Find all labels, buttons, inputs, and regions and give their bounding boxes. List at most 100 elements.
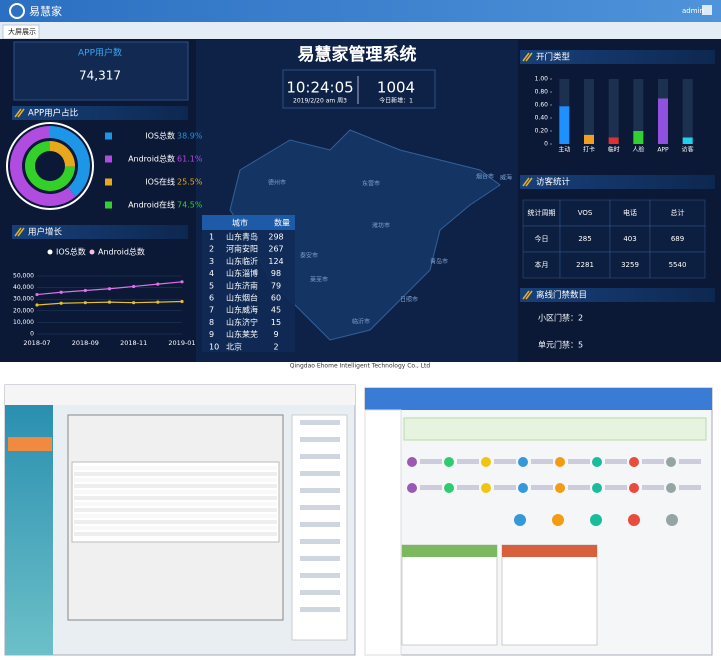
- table-cell: 6: [209, 294, 214, 303]
- notice: [403, 417, 707, 441]
- table-cell: 山东威海: [226, 305, 258, 315]
- sidebar-active: [8, 437, 52, 451]
- table-cell: 本月: [535, 260, 549, 269]
- center-title: 易慧家管理系统: [298, 44, 417, 65]
- donut-segment: [9, 126, 76, 206]
- value-label: 38.9%: [177, 132, 203, 141]
- table-cell: 2: [209, 245, 214, 254]
- logout-icon[interactable]: [702, 5, 712, 15]
- y-tick-label: 30,000: [13, 296, 34, 303]
- footer: Qingdao Ehome Intelligent Technology Co.…: [290, 363, 431, 370]
- x-tick-label: 打卡: [583, 146, 595, 154]
- tree-item: [300, 607, 340, 612]
- stat-icon: [481, 483, 491, 493]
- map-label: 临沂市: [352, 318, 370, 326]
- panel-header: [520, 50, 715, 64]
- map-label: 威海: [500, 174, 512, 182]
- header-icon: [14, 108, 25, 118]
- stat-text: [568, 485, 590, 490]
- map-label: 莱芜市: [310, 276, 328, 284]
- panel-title: 开门类型: [536, 52, 571, 63]
- offline-item: 单元门禁：5: [538, 340, 583, 350]
- city-table-head: [202, 215, 295, 230]
- logo: [9, 3, 25, 19]
- stat-icon: [629, 457, 639, 467]
- clock-box: [282, 69, 436, 109]
- legend-label: Android总数: [98, 247, 145, 257]
- card-green: [401, 544, 498, 646]
- point: [132, 301, 136, 305]
- table-cell: 79: [271, 281, 281, 290]
- table-header: 电话: [623, 208, 637, 217]
- legend-label: IOS总数: [56, 247, 86, 257]
- tree-item: [300, 488, 340, 493]
- x-tick-label: 2018-11: [120, 339, 147, 347]
- bar: [559, 106, 570, 144]
- legend-label: Android在线: [128, 200, 175, 210]
- map-label: 日照市: [400, 296, 418, 304]
- tab-label[interactable]: 大屏展示: [8, 27, 36, 36]
- x-tick-label: 临时: [608, 146, 620, 154]
- today-count: 1004: [377, 79, 415, 97]
- grid-row: [74, 466, 277, 470]
- grid-row: [74, 490, 277, 494]
- table-cell: 8: [209, 318, 214, 327]
- tree-item: [300, 590, 340, 595]
- tree-panel: [291, 414, 348, 641]
- tree-item: [300, 539, 340, 544]
- point: [132, 284, 136, 289]
- value-label: 25.5%: [177, 178, 203, 187]
- stat-text: [420, 459, 442, 464]
- bar: [608, 137, 619, 144]
- y-tick-label: 40,000: [13, 284, 34, 291]
- map-label: 泰安市: [300, 252, 318, 260]
- donut-segment: [50, 126, 90, 197]
- stat-text: [457, 485, 479, 490]
- stat-text: [605, 459, 627, 464]
- grid-row: [74, 484, 277, 488]
- visitor-cell: [522, 199, 561, 227]
- table-cell: 267: [268, 245, 283, 254]
- y-tick-label: 0.20: [535, 128, 549, 135]
- map-label: 东营市: [362, 180, 380, 188]
- header-icon: [14, 227, 25, 237]
- stat-text: [531, 485, 553, 490]
- table-cell: 山东济南: [226, 280, 258, 290]
- stat-icon: [407, 457, 417, 467]
- value-label: 74.5%: [177, 201, 203, 210]
- stat-icon: [629, 483, 639, 493]
- point: [107, 287, 112, 291]
- table-header: 数量: [274, 218, 290, 228]
- today-label: 今日新增：1: [379, 97, 413, 105]
- legend-swatch: [105, 155, 112, 163]
- y-tick-label: 0: [544, 141, 548, 148]
- tree-item: [300, 573, 340, 578]
- tree-item: [300, 454, 340, 459]
- grid-row: [74, 502, 277, 506]
- stat-icon: [481, 457, 491, 467]
- stat-icon: [666, 483, 676, 493]
- visitor-cell: [559, 251, 611, 279]
- stat-text: [642, 459, 664, 464]
- bar: [682, 137, 693, 144]
- user[interactable]: admin: [682, 7, 704, 15]
- x-tick-label: APP: [657, 147, 669, 154]
- brand: 易慧家: [29, 4, 62, 18]
- x-tick-label: 2018-09: [72, 339, 99, 347]
- point: [180, 280, 184, 284]
- bar: [658, 98, 668, 144]
- y-tick-label: 0.80: [535, 89, 549, 96]
- donut-segment: [50, 141, 76, 167]
- bar: [633, 131, 644, 144]
- point: [156, 300, 160, 304]
- table-cell: 3: [209, 257, 214, 266]
- header-icon: [522, 177, 533, 187]
- stat-icon: [555, 457, 565, 467]
- clock-time: 10:24:05: [286, 79, 353, 97]
- legend-dot: [89, 249, 95, 255]
- legend-swatch: [105, 132, 112, 140]
- visitor-cell: [609, 199, 651, 227]
- menu-bar: [5, 385, 355, 405]
- panel-header: [12, 106, 188, 120]
